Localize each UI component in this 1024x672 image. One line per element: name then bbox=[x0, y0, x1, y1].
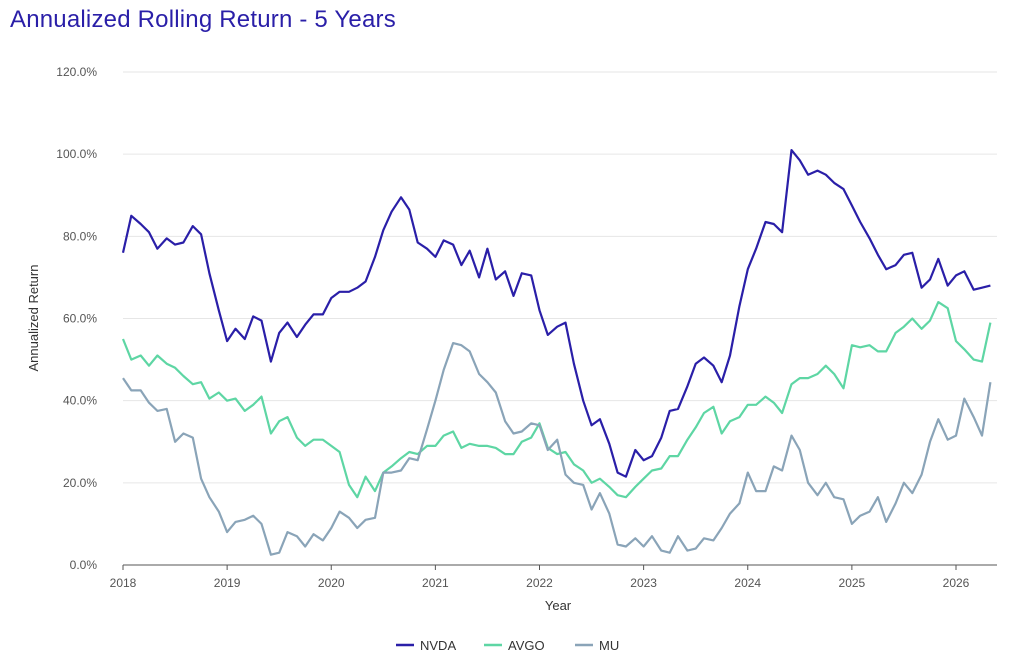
y-tick-label: 20.0% bbox=[63, 476, 97, 490]
chart-title: Annualized Rolling Return - 5 Years bbox=[10, 6, 396, 33]
x-tick-label: 2020 bbox=[318, 576, 345, 590]
y-tick-label: 40.0% bbox=[63, 394, 97, 408]
grid-lines bbox=[123, 71, 997, 484]
y-axis-label: Annualized Return bbox=[26, 265, 41, 372]
x-tick-label: 2022 bbox=[526, 576, 553, 590]
x-tick-label: 2025 bbox=[839, 576, 866, 590]
series-line-mu bbox=[122, 342, 992, 556]
x-tick-label: 2023 bbox=[630, 576, 657, 590]
y-tick-label: 0.0% bbox=[70, 558, 98, 572]
legend: NVDA AVGO MU bbox=[396, 638, 619, 653]
series-lines bbox=[121, 149, 992, 556]
legend-label-avgo: AVGO bbox=[508, 638, 545, 653]
legend-label-nvda: NVDA bbox=[420, 638, 456, 653]
series-line-nvda bbox=[121, 149, 991, 478]
x-tick-label: 2026 bbox=[943, 576, 970, 590]
x-tick-label: 2021 bbox=[422, 576, 449, 590]
y-tick-label: 100.0% bbox=[56, 147, 97, 161]
x-axis-label: Year bbox=[545, 598, 572, 613]
y-tick-label: 60.0% bbox=[63, 312, 97, 326]
x-tick-label: 2019 bbox=[214, 576, 241, 590]
y-axis-ticks: 0.0% 20.0% 40.0% 60.0% 80.0% 100.0% 120.0% bbox=[56, 65, 97, 572]
y-tick-label: 120.0% bbox=[56, 65, 97, 79]
x-axis-ticks: 2018 2019 2020 2021 2022 2023 2024 2025 2026 bbox=[110, 565, 970, 590]
x-tick-label: 2018 bbox=[110, 576, 137, 590]
legend-label-mu: MU bbox=[599, 638, 619, 653]
series-line-avgo bbox=[121, 301, 992, 499]
y-tick-label: 80.0% bbox=[63, 229, 97, 243]
x-tick-label: 2024 bbox=[734, 576, 761, 590]
